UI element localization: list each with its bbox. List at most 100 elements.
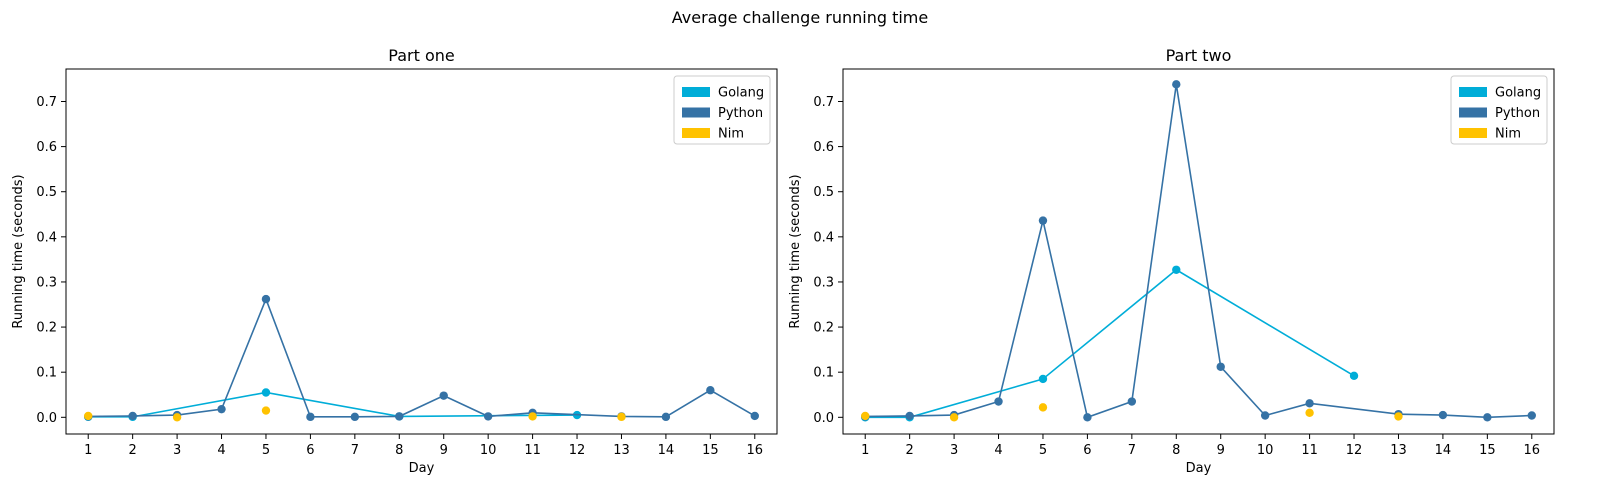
data-point-nim bbox=[84, 411, 93, 421]
data-point-python bbox=[128, 411, 137, 421]
data-point-python bbox=[1216, 362, 1225, 371]
data-point-python bbox=[1260, 411, 1270, 420]
data-point-nim bbox=[617, 412, 626, 422]
data-point-nim bbox=[261, 406, 271, 415]
legend-swatch-python bbox=[682, 107, 710, 118]
x-tick-label: 7 bbox=[351, 443, 359, 458]
y-tick-label: 0.5 bbox=[813, 185, 834, 200]
series-line-python bbox=[88, 296, 756, 418]
x-tick-label: 16 bbox=[747, 443, 764, 458]
data-point-python bbox=[706, 386, 715, 395]
legend-label: Nim bbox=[718, 127, 744, 142]
x-tick-label: 14 bbox=[1435, 443, 1452, 458]
x-tick-label: 12 bbox=[569, 443, 586, 458]
y-tick-label: 0.0 bbox=[813, 411, 834, 426]
y-tick-label: 0.4 bbox=[813, 230, 834, 245]
x-tick-label: 13 bbox=[1390, 443, 1407, 458]
x-tick-label: 5 bbox=[1039, 443, 1047, 458]
data-point-python bbox=[750, 411, 759, 421]
data-point-python bbox=[1083, 413, 1092, 422]
x-tick-label: 8 bbox=[1172, 443, 1180, 458]
x-tick-label: 15 bbox=[1479, 443, 1496, 458]
axes-frame bbox=[65, 68, 778, 435]
legend: Golang Python Nim bbox=[673, 75, 771, 145]
data-point-golang bbox=[1172, 265, 1181, 274]
x-tick-label: 1 bbox=[861, 443, 869, 458]
data-point-nim bbox=[1038, 403, 1048, 412]
y-tick-label: 0.2 bbox=[813, 321, 834, 336]
x-tick-label: 12 bbox=[1346, 443, 1363, 458]
axes-title: Part two bbox=[1166, 46, 1232, 65]
y-tick-label: 0.1 bbox=[813, 366, 834, 381]
legend-label: Python bbox=[718, 106, 763, 121]
figure-suptitle: Average challenge running time bbox=[672, 8, 928, 27]
data-point-golang bbox=[1038, 374, 1048, 384]
x-tick-label: 5 bbox=[262, 443, 270, 458]
data-point-golang bbox=[1349, 371, 1359, 380]
legend-label: Nim bbox=[1495, 127, 1521, 142]
plot-area bbox=[861, 80, 1536, 422]
data-point-python bbox=[1127, 397, 1137, 406]
x-tick-label: 4 bbox=[994, 443, 1002, 458]
series-line-python bbox=[865, 84, 1532, 419]
x-tick-label: 10 bbox=[1257, 443, 1274, 458]
data-point-python bbox=[1483, 413, 1492, 422]
y-tick-label: 0.6 bbox=[813, 140, 834, 155]
y-axis-label: Running time (seconds) bbox=[788, 174, 803, 328]
data-point-nim bbox=[861, 411, 870, 421]
series-line-golang bbox=[88, 391, 578, 418]
x-tick-label: 2 bbox=[906, 443, 914, 458]
data-point-python bbox=[1172, 80, 1181, 89]
data-point-nim bbox=[1305, 408, 1314, 417]
legend-swatch-nim bbox=[682, 128, 710, 138]
data-point-python bbox=[1038, 216, 1048, 225]
y-tick-label: 0.0 bbox=[36, 411, 57, 426]
data-point-python bbox=[395, 412, 404, 421]
legend-label: Python bbox=[1495, 106, 1540, 121]
x-tick-label: 9 bbox=[440, 443, 448, 458]
data-point-nim bbox=[528, 412, 537, 421]
x-tick-label: 11 bbox=[524, 443, 541, 458]
y-tick-label: 0.3 bbox=[36, 275, 57, 290]
series-line-golang bbox=[865, 268, 1355, 419]
y-tick-label: 0.7 bbox=[36, 95, 57, 110]
x-tick-label: 15 bbox=[702, 443, 719, 458]
data-point-python bbox=[350, 412, 360, 422]
x-axis-label: Day bbox=[409, 461, 435, 476]
legend: Golang Python Nim bbox=[1450, 75, 1548, 145]
data-point-python bbox=[905, 411, 914, 421]
legend-swatch-golang bbox=[682, 87, 710, 97]
x-tick-label: 10 bbox=[480, 443, 497, 458]
x-tick-label: 16 bbox=[1524, 443, 1541, 458]
x-tick-label: 14 bbox=[658, 443, 675, 458]
data-point-python bbox=[217, 404, 226, 414]
x-tick-label: 6 bbox=[306, 443, 314, 458]
x-tick-label: 9 bbox=[1217, 443, 1225, 458]
x-tick-label: 13 bbox=[613, 443, 630, 458]
y-tick-label: 0.7 bbox=[813, 95, 834, 110]
data-point-python bbox=[483, 412, 493, 421]
x-tick-label: 3 bbox=[950, 443, 958, 458]
x-tick-label: 7 bbox=[1128, 443, 1136, 458]
y-tick-label: 0.2 bbox=[36, 321, 57, 336]
data-point-python bbox=[306, 412, 315, 422]
data-point-python bbox=[1527, 411, 1536, 420]
data-point-python bbox=[1305, 399, 1314, 408]
x-tick-label: 2 bbox=[129, 443, 137, 458]
legend-swatch-python bbox=[1459, 107, 1487, 118]
legend-label: Golang bbox=[1495, 86, 1541, 101]
data-point-python bbox=[1438, 410, 1448, 420]
data-point-nim bbox=[1394, 412, 1403, 421]
x-tick-label: 11 bbox=[1301, 443, 1318, 458]
y-tick-label: 0.1 bbox=[36, 366, 57, 381]
y-tick-label: 0.3 bbox=[813, 275, 834, 290]
legend-swatch-nim bbox=[1459, 128, 1487, 138]
y-axis-label: Running time (seconds) bbox=[11, 174, 26, 328]
plot-area bbox=[84, 294, 759, 422]
data-point-nim bbox=[172, 413, 182, 422]
x-tick-label: 8 bbox=[395, 443, 403, 458]
